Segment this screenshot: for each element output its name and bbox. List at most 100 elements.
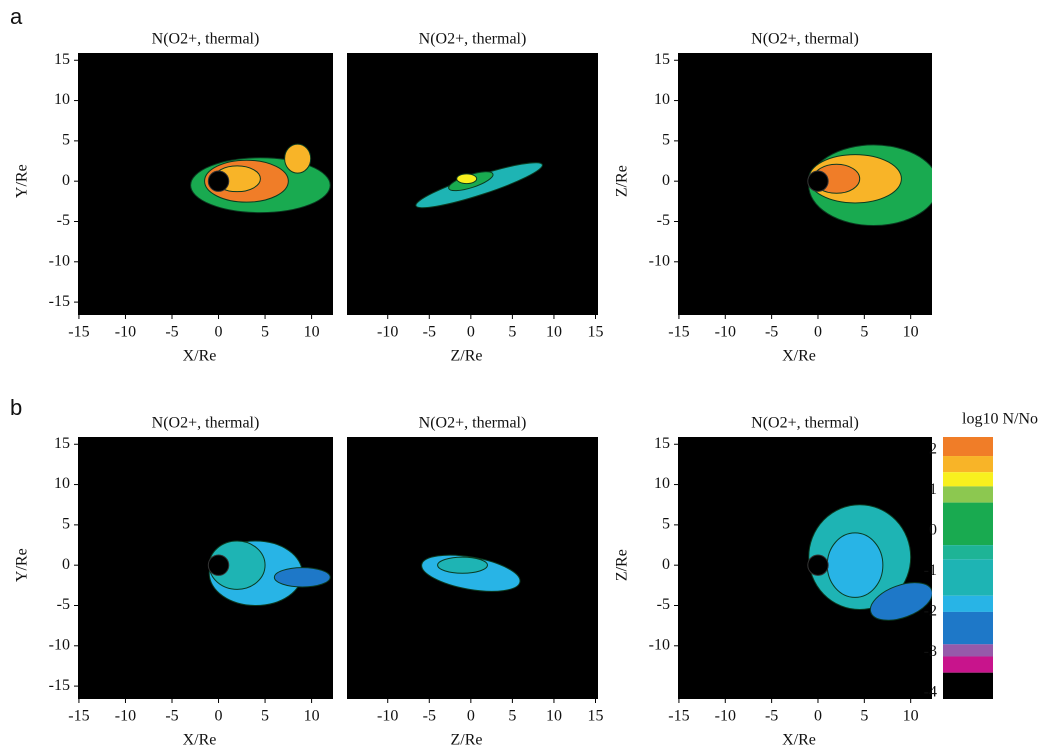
- y-tick-label: 10: [654, 91, 670, 108]
- x-tick-label: 10: [903, 324, 919, 341]
- colorbar-tick-label: -4: [924, 684, 937, 701]
- colorbar-band: [943, 486, 993, 503]
- plume: [421, 554, 521, 592]
- colorbar-tick-label: 0: [929, 522, 937, 539]
- x-tick-label: 0: [814, 708, 822, 725]
- y-tick-label: -5: [57, 596, 70, 613]
- x-tick-label: 15: [588, 708, 604, 725]
- y-tick-label: 15: [654, 51, 670, 68]
- y-tick-label: 0: [662, 172, 670, 189]
- y-tick-label: -10: [49, 252, 70, 269]
- x-tick-label: -5: [165, 324, 178, 341]
- x-axis-label: X/Re: [183, 348, 217, 365]
- x-tick-label: -5: [165, 708, 178, 725]
- plume-region: [284, 143, 312, 174]
- colorbar-tick-label: 2: [929, 441, 937, 458]
- panel-title: N(O2+, thermal): [419, 415, 527, 432]
- colorbar-band: [943, 559, 993, 596]
- x-tick-label: -5: [423, 708, 436, 725]
- x-axis-label: X/Re: [782, 348, 816, 365]
- plume: [807, 504, 932, 621]
- colorbar-band: [943, 611, 993, 645]
- x-tick-label: -15: [668, 708, 689, 725]
- panel-title: N(O2+, thermal): [152, 31, 260, 48]
- x-tick-label: -5: [765, 708, 778, 725]
- x-tick-label: -15: [68, 324, 89, 341]
- colorbar-band: [943, 545, 993, 560]
- colorbar-tick-label: -2: [924, 603, 937, 620]
- y-tick-label: -10: [649, 636, 670, 653]
- panel-title: N(O2+, thermal): [152, 415, 260, 432]
- y-axis-label: Y/Re: [14, 164, 31, 198]
- colorbar-tick-label: -1: [924, 562, 937, 579]
- y-tick-label: 10: [54, 475, 70, 492]
- planet: [807, 554, 829, 576]
- plume: [807, 144, 932, 227]
- plume-region: [273, 567, 331, 588]
- panel-label: a: [10, 4, 23, 29]
- planet: [807, 170, 829, 192]
- plume: [190, 143, 331, 214]
- y-tick-label: -5: [657, 212, 670, 229]
- x-tick-label: -5: [423, 324, 436, 341]
- x-tick-label: 5: [508, 324, 516, 341]
- y-tick-label: 0: [62, 556, 70, 573]
- x-tick-label: 15: [588, 324, 604, 341]
- panel-title: N(O2+, thermal): [751, 415, 859, 432]
- y-tick-label: 5: [662, 516, 670, 533]
- colorbar-band: [943, 644, 993, 657]
- x-tick-label: 10: [903, 708, 919, 725]
- x-tick-label: 5: [508, 708, 516, 725]
- x-axis-label: Z/Re: [451, 732, 483, 749]
- x-tick-label: -5: [765, 324, 778, 341]
- x-axis-label: X/Re: [183, 732, 217, 749]
- y-axis-label: Y/Re: [14, 548, 31, 582]
- x-tick-label: 10: [546, 324, 562, 341]
- x-tick-label: -15: [668, 324, 689, 341]
- y-axis-label: Z/Re: [614, 165, 631, 197]
- y-tick-label: -10: [49, 636, 70, 653]
- colorbar-band: [943, 672, 993, 699]
- x-tick-label: -10: [715, 708, 736, 725]
- x-tick-label: -10: [377, 708, 398, 725]
- x-tick-label: -15: [68, 708, 89, 725]
- y-tick-label: 10: [654, 475, 670, 492]
- colorbar-band: [943, 656, 993, 673]
- plume: [415, 162, 543, 209]
- y-tick-label: -5: [57, 212, 70, 229]
- planet: [207, 170, 230, 192]
- x-tick-label: 0: [467, 708, 475, 725]
- colorbar-band: [943, 502, 993, 546]
- plume: [207, 540, 331, 606]
- plume-region: [869, 582, 932, 621]
- colorbar-label: log10 N/No: [962, 411, 1038, 428]
- x-tick-label: 5: [860, 324, 868, 341]
- colorbar-tick-label: 1: [929, 481, 937, 498]
- colorbar-band: [943, 437, 993, 457]
- x-tick-label: 5: [261, 708, 269, 725]
- y-tick-label: 5: [662, 132, 670, 149]
- x-tick-label: 10: [304, 324, 320, 341]
- y-tick-label: -15: [49, 677, 70, 694]
- x-tick-label: 0: [467, 324, 475, 341]
- y-tick-label: 15: [54, 435, 70, 452]
- colorbar-band: [943, 472, 993, 487]
- colorbar-tick-label: -3: [924, 643, 937, 660]
- plume-region: [437, 556, 488, 574]
- x-tick-label: 0: [814, 324, 822, 341]
- y-tick-label: 15: [654, 435, 670, 452]
- y-tick-label: 5: [62, 516, 70, 533]
- y-tick-label: 5: [62, 132, 70, 149]
- panel-title: N(O2+, thermal): [419, 31, 527, 48]
- x-tick-label: 0: [215, 708, 223, 725]
- x-tick-label: 5: [860, 708, 868, 725]
- y-tick-label: 0: [62, 172, 70, 189]
- x-tick-label: 0: [215, 324, 223, 341]
- plume-region: [826, 532, 884, 598]
- x-axis-label: Z/Re: [451, 348, 483, 365]
- y-tick-label: 0: [662, 556, 670, 573]
- x-tick-label: -10: [377, 324, 398, 341]
- y-tick-label: -5: [657, 596, 670, 613]
- x-tick-label: -10: [715, 324, 736, 341]
